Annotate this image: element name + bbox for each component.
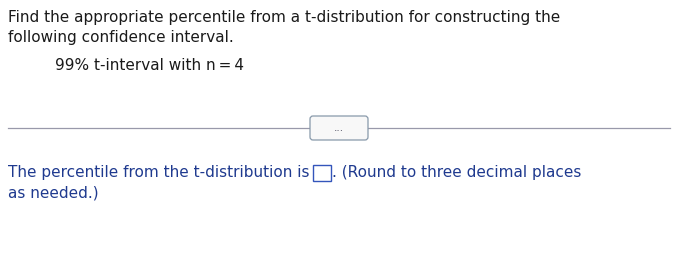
- Text: The percentile from the t-distribution is: The percentile from the t-distribution i…: [8, 165, 309, 180]
- Text: following confidence interval.: following confidence interval.: [8, 30, 234, 45]
- Text: ...: ...: [334, 123, 344, 133]
- FancyBboxPatch shape: [313, 165, 330, 181]
- Text: as needed.): as needed.): [8, 185, 98, 200]
- Text: . (Round to three decimal places: . (Round to three decimal places: [332, 165, 582, 180]
- FancyBboxPatch shape: [310, 116, 368, 140]
- Text: 99% t-interval with n = 4: 99% t-interval with n = 4: [55, 58, 244, 73]
- Text: Find the appropriate percentile from a t-distribution for constructing the: Find the appropriate percentile from a t…: [8, 10, 560, 25]
